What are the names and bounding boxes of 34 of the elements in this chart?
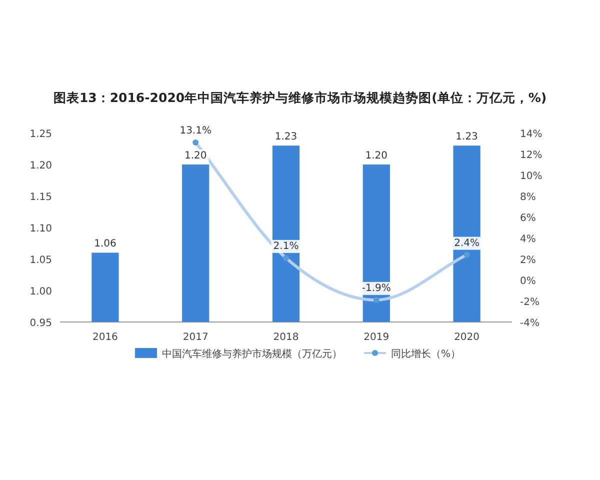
- data-label: 13.1%: [180, 125, 212, 136]
- y2-tick-label: -2%: [520, 297, 540, 308]
- y-tick-label: 1.25: [30, 129, 52, 140]
- x-tick-label: 2017: [182, 332, 208, 343]
- y2-tick-label: 2%: [520, 255, 536, 266]
- y2-tick-label: -4%: [520, 318, 540, 329]
- y-tick-label: 1.05: [30, 255, 52, 266]
- y-tick-label: 1.00: [30, 286, 52, 298]
- y2-tick-label: 10%: [520, 171, 542, 182]
- y2-tick-label: 6%: [520, 213, 536, 224]
- y2-tick-label: 8%: [520, 192, 536, 203]
- data-label: 1.20: [365, 150, 388, 162]
- chart-title: 图表13：2016-2020年中国汽车养护与维修市场市场规模趋势图(单位：万亿元，%): [53, 90, 547, 105]
- data-label: 1.06: [94, 238, 116, 250]
- y-tick-label: 0.95: [30, 318, 52, 329]
- y2-tick-label: 0%: [520, 276, 536, 287]
- y2-tick-label: 12%: [520, 150, 542, 161]
- data-label: 1.23: [456, 132, 478, 143]
- x-tick-label: 2018: [273, 332, 299, 343]
- legend-label: 同比增长（%）: [391, 348, 461, 360]
- data-label: 2.4%: [454, 238, 480, 249]
- data-label: 2.1%: [273, 240, 299, 252]
- data-label: 1.20: [184, 150, 207, 162]
- data-label: 1.23: [274, 132, 298, 143]
- x-tick-label: 2020: [454, 332, 480, 343]
- data-label: -1.9%: [362, 282, 391, 294]
- x-tick-label: 2016: [92, 332, 118, 343]
- y-tick-label: 1.15: [30, 192, 52, 203]
- legend-label: 中国汽车维修与养护市场规模（万亿元）: [162, 348, 342, 360]
- y-tick-label: 1.10: [30, 224, 52, 234]
- x-tick-label: 2019: [364, 332, 390, 343]
- y2-tick-label: 14%: [520, 129, 542, 140]
- y-tick-label: 1.20: [30, 160, 52, 172]
- y2-tick-label: 4%: [520, 234, 536, 245]
